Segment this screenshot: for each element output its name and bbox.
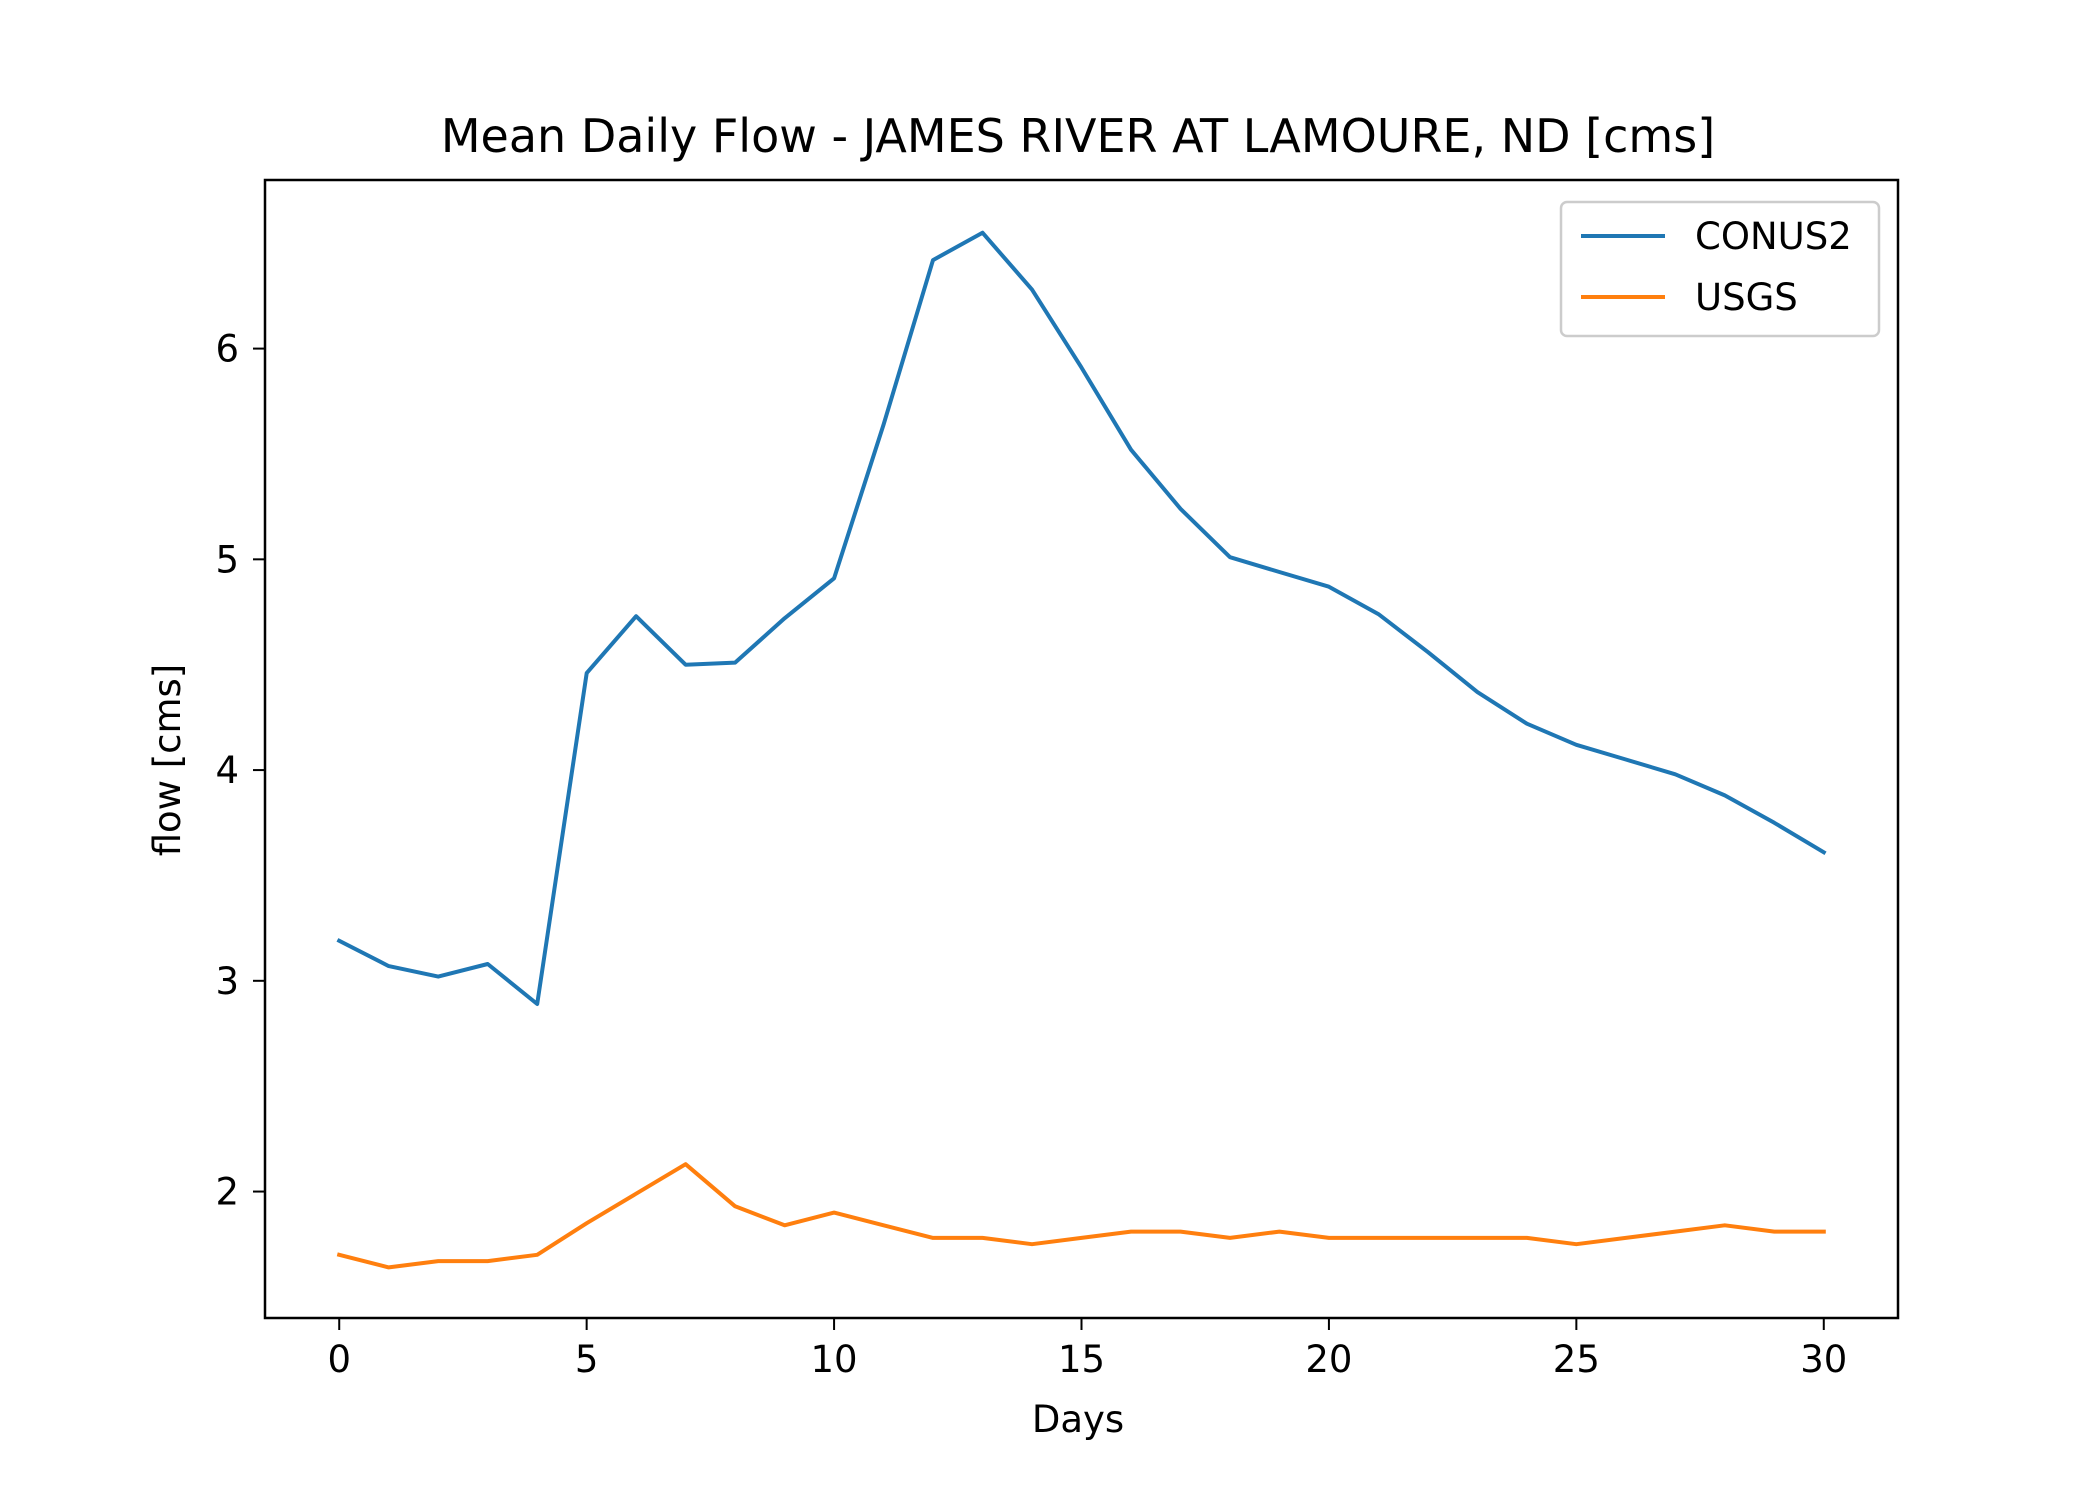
y-tick-label: 4 <box>215 749 239 792</box>
legend: CONUS2 USGS <box>1559 200 1881 338</box>
series-line-usgs <box>336 1162 1826 1270</box>
legend-label-conus2: CONUS2 <box>1695 215 1852 258</box>
x-axis-label: Days <box>1032 1398 1124 1441</box>
y-tick-label: 6 <box>215 328 239 371</box>
x-tick-label: 25 <box>1553 1338 1600 1381</box>
y-tick-label: 3 <box>215 960 239 1003</box>
x-tick-label: 5 <box>575 1338 599 1381</box>
y-tick-label: 2 <box>215 1171 239 1214</box>
x-tick-label: 0 <box>327 1338 351 1381</box>
chart-title: Mean Daily Flow - JAMES RIVER AT LAMOURE… <box>441 109 1715 163</box>
plot-area: 0 5 10 15 20 25 30 2 3 4 5 6 <box>215 178 1900 1381</box>
x-tick-label: 30 <box>1800 1338 1847 1381</box>
x-tick-label: 10 <box>811 1338 858 1381</box>
y-axis-label: flow [cms] <box>146 664 189 857</box>
y-tick-label: 5 <box>215 538 239 581</box>
x-tick-label: 15 <box>1058 1338 1105 1381</box>
legend-label-usgs: USGS <box>1695 276 1798 319</box>
series-line-conus2 <box>336 230 1827 1006</box>
x-tick-label: 20 <box>1305 1338 1352 1381</box>
